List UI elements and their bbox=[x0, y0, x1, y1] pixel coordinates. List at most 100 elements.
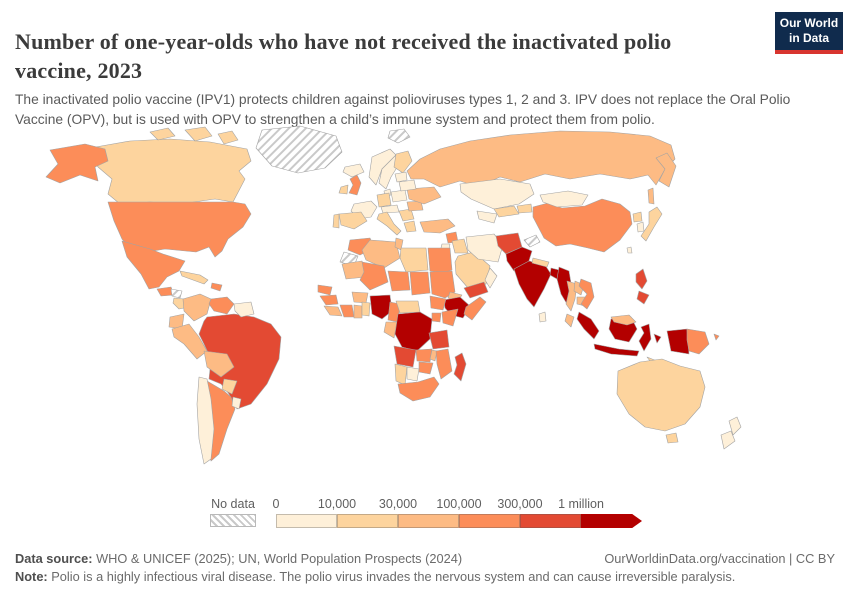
country-burkina-faso[interactable] bbox=[351, 291, 369, 304]
country-south-korea[interactable] bbox=[636, 221, 645, 233]
legend-bin-2[interactable] bbox=[398, 514, 459, 528]
country-niger[interactable] bbox=[387, 270, 411, 292]
country-iran[interactable] bbox=[465, 233, 504, 263]
country-egypt[interactable] bbox=[427, 247, 453, 274]
country-china[interactable] bbox=[532, 198, 633, 253]
country-ivory-coast[interactable] bbox=[339, 304, 355, 318]
country-greece[interactable] bbox=[403, 220, 417, 233]
country-honduras[interactable] bbox=[170, 288, 183, 299]
country-venezuela[interactable] bbox=[208, 296, 235, 315]
country-angola[interactable] bbox=[393, 345, 417, 368]
legend-bin-0[interactable] bbox=[276, 514, 337, 528]
country-mexico[interactable] bbox=[121, 240, 186, 290]
country-czech-austria[interactable] bbox=[380, 204, 400, 214]
country-brazil[interactable] bbox=[198, 313, 282, 410]
country-philippines-south[interactable] bbox=[636, 290, 650, 305]
country-canada-island[interactable] bbox=[217, 130, 239, 145]
country-madagascar[interactable] bbox=[453, 352, 467, 382]
country-vietnam[interactable] bbox=[578, 278, 595, 310]
country-north-korea[interactable] bbox=[632, 211, 643, 223]
country-indonesia-papua[interactable] bbox=[666, 328, 690, 355]
country-nigeria[interactable] bbox=[369, 294, 393, 320]
country-ghana[interactable] bbox=[353, 304, 363, 319]
country-uk[interactable] bbox=[348, 174, 362, 196]
country-poland[interactable] bbox=[390, 189, 408, 203]
country-finland[interactable] bbox=[393, 150, 413, 174]
country-malaysia[interactable] bbox=[564, 313, 575, 328]
country-zimbabwe[interactable] bbox=[418, 361, 434, 375]
country-japan[interactable] bbox=[640, 206, 663, 242]
legend-no-data-swatch[interactable] bbox=[210, 514, 256, 527]
country-kazakhstan[interactable] bbox=[459, 178, 535, 210]
country-australia[interactable] bbox=[616, 358, 706, 432]
country-mali[interactable] bbox=[359, 261, 389, 291]
country-senegal[interactable] bbox=[317, 284, 333, 296]
country-turkmenistan[interactable] bbox=[476, 210, 498, 224]
country-yemen[interactable] bbox=[463, 281, 489, 299]
country-canada[interactable] bbox=[89, 138, 252, 205]
country-ukraine[interactable] bbox=[406, 186, 442, 205]
country-tasmania[interactable] bbox=[665, 432, 679, 444]
country-indonesia-sulawesi[interactable] bbox=[638, 323, 652, 352]
legend-bin-4[interactable] bbox=[520, 514, 581, 528]
country-indonesia-sumatra[interactable] bbox=[576, 311, 600, 340]
country-borneo-malaysia[interactable] bbox=[610, 314, 637, 326]
country-uganda[interactable] bbox=[431, 312, 442, 323]
footer-rights[interactable]: OurWorldinData.org/vaccination | CC BY bbox=[604, 551, 835, 566]
country-philippines-north[interactable] bbox=[635, 268, 648, 290]
country-svalbard[interactable] bbox=[387, 128, 411, 144]
owid-logo[interactable]: Our World in Data bbox=[775, 12, 843, 54]
country-indonesia-java[interactable] bbox=[593, 343, 640, 357]
country-nepal[interactable] bbox=[531, 257, 550, 268]
country-chad[interactable] bbox=[409, 271, 431, 296]
country-dr-congo[interactable] bbox=[394, 311, 433, 352]
country-hispaniola[interactable] bbox=[210, 282, 223, 292]
country-zambia[interactable] bbox=[415, 348, 433, 363]
country-uzbekistan[interactable] bbox=[493, 205, 520, 218]
country-belarus[interactable] bbox=[398, 179, 417, 192]
country-guyanas[interactable] bbox=[233, 301, 255, 318]
country-tanzania[interactable] bbox=[428, 329, 450, 350]
country-kenya[interactable] bbox=[441, 308, 459, 327]
country-canada-island[interactable] bbox=[149, 127, 176, 141]
country-sri-lanka[interactable] bbox=[538, 311, 547, 323]
country-ireland[interactable] bbox=[338, 184, 349, 195]
country-russia-kamchatka[interactable] bbox=[655, 152, 677, 188]
legend-bin-5[interactable] bbox=[581, 514, 642, 528]
country-indonesia-maluku[interactable] bbox=[653, 333, 662, 344]
country-uruguay[interactable] bbox=[231, 396, 242, 410]
country-bolivia[interactable] bbox=[203, 350, 235, 378]
legend-bin-1[interactable] bbox=[337, 514, 398, 528]
country-sierra-leone-liberia[interactable] bbox=[323, 305, 343, 317]
country-malawi[interactable] bbox=[429, 349, 438, 362]
country-guinea[interactable] bbox=[319, 294, 339, 306]
country-togo-benin[interactable] bbox=[361, 301, 371, 317]
legend-bin-3[interactable] bbox=[459, 514, 520, 528]
country-somalia[interactable] bbox=[463, 296, 487, 321]
country-mozambique[interactable] bbox=[435, 348, 453, 380]
country-libya[interactable] bbox=[399, 247, 429, 273]
country-germany[interactable] bbox=[376, 192, 392, 208]
country-central-african-republic[interactable] bbox=[395, 300, 421, 314]
country-south-sudan[interactable] bbox=[429, 295, 447, 311]
country-portugal[interactable] bbox=[332, 213, 340, 229]
country-namibia[interactable] bbox=[394, 363, 408, 386]
country-russia[interactable] bbox=[406, 130, 676, 188]
country-taiwan[interactable] bbox=[626, 246, 633, 254]
country-russia-sakhalin[interactable] bbox=[647, 187, 655, 205]
country-balkans[interactable] bbox=[398, 208, 415, 222]
country-new-zealand-south[interactable] bbox=[720, 430, 736, 450]
country-gabon-congo[interactable] bbox=[383, 321, 398, 339]
country-south-africa[interactable] bbox=[397, 376, 440, 402]
country-botswana[interactable] bbox=[406, 366, 420, 382]
country-png-island[interactable] bbox=[713, 333, 720, 341]
country-baltics[interactable] bbox=[394, 171, 408, 183]
country-italy[interactable] bbox=[376, 211, 402, 236]
country-spain[interactable] bbox=[338, 211, 368, 230]
country-greenland[interactable] bbox=[255, 125, 343, 174]
country-new-zealand-north[interactable] bbox=[728, 416, 742, 436]
country-colombia[interactable] bbox=[182, 293, 212, 322]
country-india[interactable] bbox=[513, 260, 552, 308]
country-turkey[interactable] bbox=[419, 218, 456, 234]
country-chile[interactable] bbox=[196, 376, 215, 465]
